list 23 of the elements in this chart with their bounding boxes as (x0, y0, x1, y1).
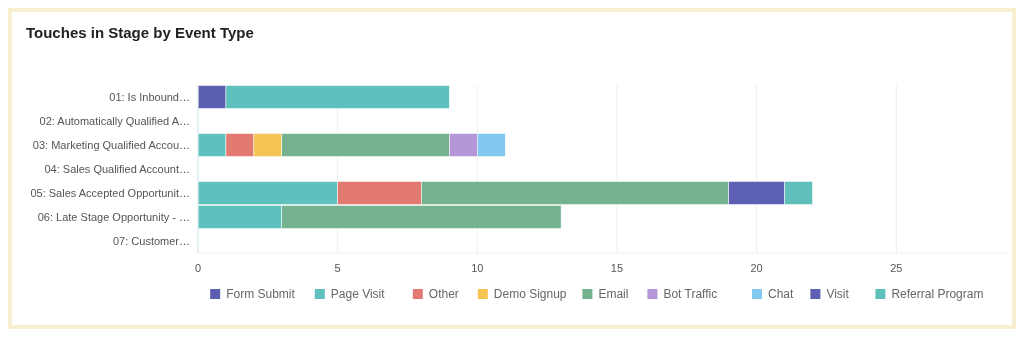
y-tick-label: 07: Customer… (112, 235, 190, 247)
legend-label: Other (428, 287, 459, 301)
x-tick-label: 20 (750, 262, 763, 274)
legend-label: Email (598, 287, 629, 301)
x-tick-label: 15 (610, 262, 624, 274)
legend-label: Demo Signup (493, 287, 567, 301)
legend-label: Referral Program (891, 287, 984, 301)
chart-title: Touches in Stage by Event Type (26, 24, 254, 41)
legend-label: Visit (826, 287, 850, 301)
y-tick-label: 05: Sales Accepted Opportunit… (30, 187, 190, 199)
legend-label: Bot Traffic (663, 287, 718, 301)
y-tick-label: 04: Sales Qualified Account… (44, 163, 190, 175)
y-tick-label: 06: Late Stage Opportunity - … (37, 211, 190, 223)
x-tick-label: 0 (194, 262, 202, 274)
legend-label: Page Visit (330, 287, 386, 301)
legend-label: Form Submit (226, 287, 296, 301)
x-tick-label: 5 (334, 262, 341, 274)
x-tick-label: 25 (890, 262, 903, 274)
y-tick-label: 03: Marketing Qualified Accou… (32, 139, 190, 151)
y-tick-label: 02: Automatically Qualified A… (39, 115, 190, 127)
x-tick-label: 10 (471, 262, 484, 274)
legend-label: Chat (768, 287, 795, 301)
y-tick-label: 01: Is Inbound… (109, 91, 190, 103)
